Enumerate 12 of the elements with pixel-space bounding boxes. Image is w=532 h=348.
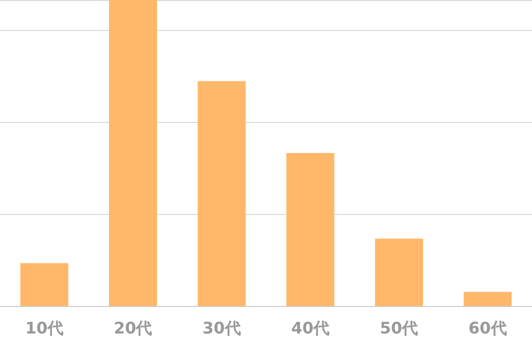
bar <box>198 81 246 306</box>
x-tick-label: 20代 <box>114 318 152 338</box>
bar <box>464 292 512 306</box>
bar <box>286 153 334 306</box>
x-tick-label: 10代 <box>25 318 64 338</box>
bar <box>20 263 68 306</box>
x-tick-label: 50代 <box>380 318 418 338</box>
bar <box>109 0 157 306</box>
x-tick-label: 40代 <box>291 318 330 338</box>
bar <box>375 238 423 306</box>
x-tick-label: 60代 <box>468 318 507 338</box>
x-tick-label: 30代 <box>202 318 241 338</box>
